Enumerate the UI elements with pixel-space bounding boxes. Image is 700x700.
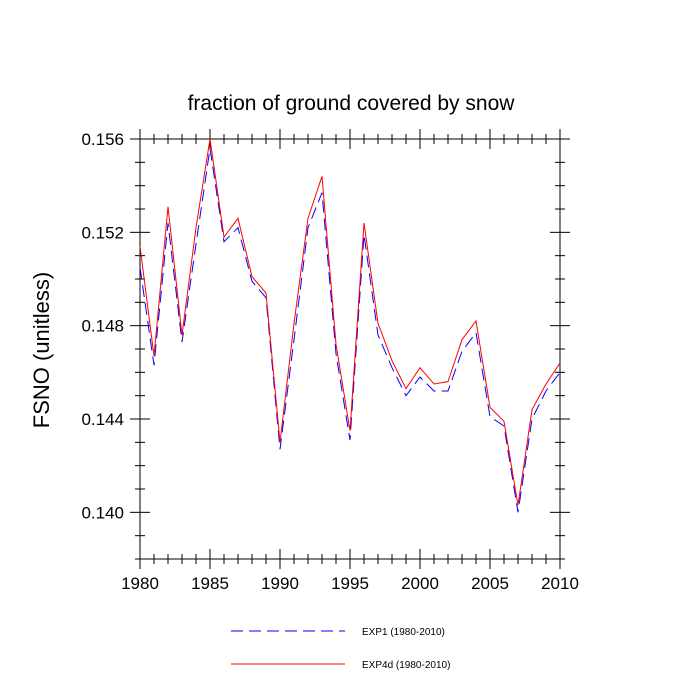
series-lines <box>139 138 561 513</box>
y-tick-label: 0.140 <box>81 503 124 522</box>
series-line-2 <box>139 138 561 506</box>
x-tick-label: 2005 <box>471 574 509 593</box>
y-tick-label: 0.148 <box>81 317 124 336</box>
y-axis-label: FSNO (unitless) <box>29 272 54 428</box>
legend: EXP1 (1980-2010) EXP4d (1980-2010) <box>231 627 450 671</box>
axis-ticks: 1980 1985 1990 1995 2000 2005 2010 0.140 0.144 0.… <box>81 129 579 593</box>
chart-title: fraction of ground covered by snow <box>188 92 516 115</box>
x-tick-label: 1995 <box>331 574 369 593</box>
y-tick-label: 0.144 <box>81 410 124 429</box>
x-tick-label: 1985 <box>191 574 229 593</box>
plot-frame <box>139 138 561 560</box>
y-tick-label: 0.152 <box>81 223 124 242</box>
x-tick-label: 2010 <box>541 574 579 593</box>
series-line-1 <box>139 148 561 513</box>
x-tick-label: 2000 <box>401 574 439 593</box>
legend-label-1: EXP1 (1980-2010) <box>362 627 445 638</box>
y-tick-label: 0.156 <box>81 130 124 149</box>
legend-label-2: EXP4d (1980-2010) <box>362 660 450 671</box>
x-tick-label: 1990 <box>261 574 299 593</box>
x-tick-label: 1980 <box>121 574 159 593</box>
